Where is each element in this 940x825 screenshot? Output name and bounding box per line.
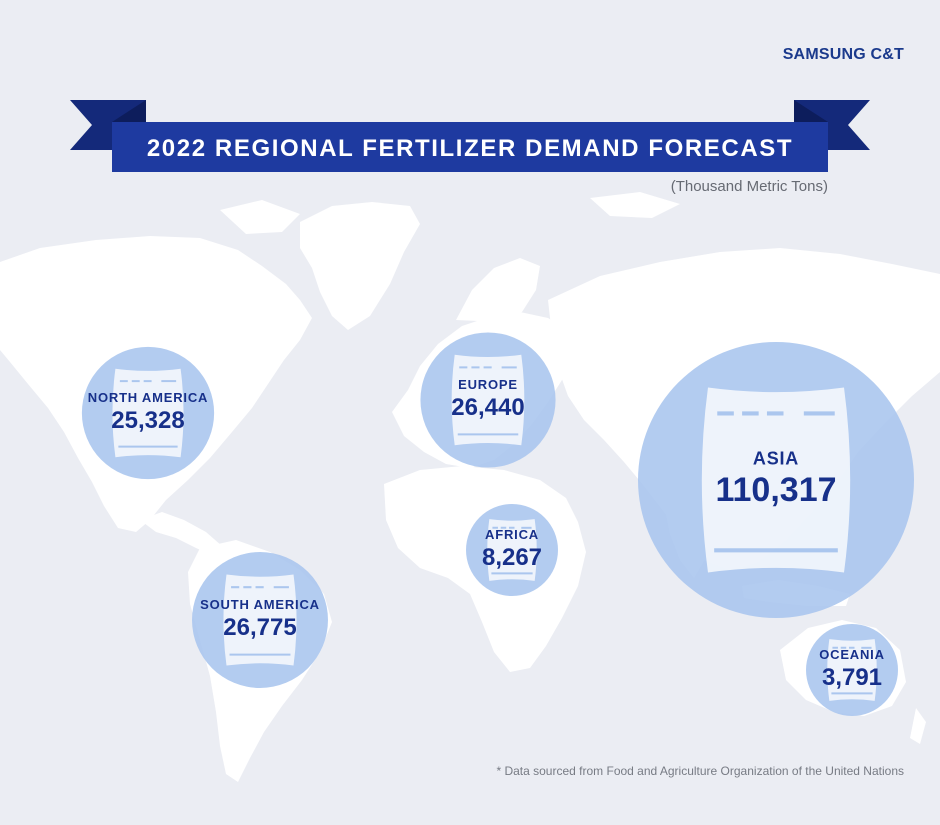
banner-body [112, 122, 828, 172]
region-value-south-america: 26,775 [223, 614, 296, 641]
banner-fold-right [794, 100, 828, 122]
region-value-north-america: 25,328 [111, 407, 184, 434]
fertilizer-bag-icon [223, 574, 297, 666]
title-banner: 2022 REGIONAL FERTILIZER DEMAND FORECAST [70, 100, 870, 172]
bubble-europe: EUROPE 26,440 [420, 332, 556, 468]
source-footnote: * Data sourced from Food and Agriculture… [496, 764, 904, 778]
bag-body [487, 519, 537, 581]
fertilizer-bag-icon [827, 639, 877, 701]
fertilizer-bag-icon [112, 368, 184, 458]
landmass-scandinavia [456, 258, 540, 322]
region-label-asia: ASIA [753, 449, 799, 469]
region-value-europe: 26,440 [451, 394, 524, 421]
fertilizer-bag-icon [451, 354, 525, 446]
bag-body [112, 368, 184, 458]
region-label-south-america: SOUTH AMERICA [200, 597, 320, 612]
fertilizer-bag-icon [487, 519, 537, 581]
bag-body [451, 354, 525, 446]
region-bubbles: NORTH AMERICA 25,328 EUROPE 26,440 ASIA110,3… [81, 332, 914, 716]
region-label-europe: EUROPE [458, 377, 518, 392]
brand-logo: SAMSUNG C&T [782, 46, 904, 63]
bubble-north-america: NORTH AMERICA 25,328 [81, 346, 215, 480]
region-value-africa: 8,267 [482, 544, 542, 571]
unit-subtitle: (Thousand Metric Tons) [670, 178, 828, 195]
region-value-asia: 110,317 [715, 471, 836, 509]
region-label-oceania: OCEANIA [819, 647, 885, 662]
bag-body [827, 639, 877, 701]
bubble-south-america: SOUTH AMERICA 26,775 [192, 552, 328, 688]
bag-body [223, 574, 297, 666]
region-value-oceania: 3,791 [822, 664, 882, 691]
region-label-north-america: NORTH AMERICA [88, 390, 208, 405]
chart-title: 2022 REGIONAL FERTILIZER DEMAND FORECAST [147, 135, 793, 162]
fertilizer-bag-icon [701, 387, 851, 573]
region-label-africa: AFRICA [485, 527, 539, 542]
bubble-oceania: OCEANIA 3,791 [806, 624, 898, 716]
landmass-arctic-islands [220, 192, 680, 234]
banner-fold-left [112, 100, 146, 122]
landmass-new-zealand [910, 708, 926, 744]
bubble-africa: AFRICA 8,267 [466, 504, 558, 596]
bag-body [701, 387, 851, 573]
landmass-greenland [300, 202, 420, 330]
landmass-central-america [140, 512, 222, 556]
